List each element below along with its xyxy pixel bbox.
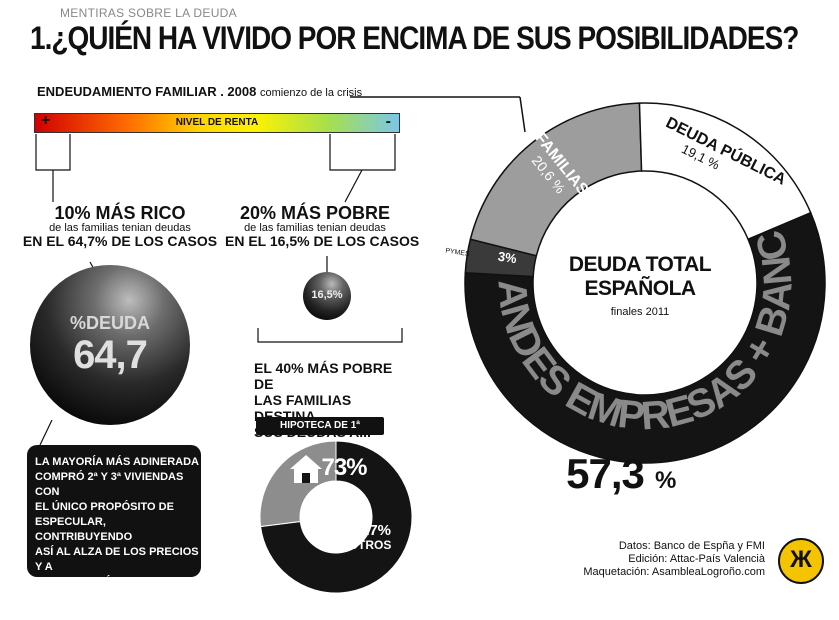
mortgage-donut-chart: 73% 27%OTROS (259, 440, 413, 594)
family-debt-subtitle: comienzo de la crisis (259, 87, 363, 99)
bar-plus-sign: + (41, 112, 51, 129)
poor-ball-value: 16,5% (311, 289, 343, 301)
richest-sub: de las familias tenian deudas (49, 222, 191, 234)
poorest-tail: EN EL 16,5% DE LOS CASOS (225, 233, 420, 249)
slice-others (259, 440, 337, 528)
family-debt-title: ENDEUDAMIENTO FAMILIAR . 2008 (37, 84, 257, 99)
label-smes-value: 3% (497, 249, 518, 267)
slice-public-debt (638, 102, 812, 241)
poorest-group: 20% MÁS POBRE de las familias tenian deu… (225, 203, 420, 249)
poorest-sub: de las familias tenian deudas (244, 222, 386, 234)
others-value: 27% (361, 522, 391, 539)
richest-tail: EN EL 64,7% DE LOS CASOS (22, 233, 218, 249)
speculation-note-text: LA MAYORÍA MÁS ADINERADA COMPRÓ 2ª Y 3ª … (35, 456, 199, 618)
page-title: 1.¿QUIÉN HA VIVIDO POR ENCIMA DE SUS POS… (30, 20, 799, 56)
donut-title-line2: ESPAÑOLA (584, 277, 695, 300)
credits: Datos: Banco de Espña y FMI Edición: Att… (560, 540, 765, 579)
rich-ball-label: %DEUDA (69, 313, 150, 333)
speculation-note: LA MAYORÍA MÁS ADINERADA COMPRÓ 2ª Y 3ª … (27, 445, 201, 618)
big-companies-unit: % (655, 467, 676, 494)
mortgage-badge: HIPOTECA DE 1ª VIVIENDA (256, 417, 384, 449)
richest-head: 10% MÁS RICO (54, 203, 186, 223)
poor-debt-ball: 16,5% (303, 272, 351, 320)
mortgage-value: 73% (321, 454, 367, 481)
rich-debt-ball: %DEUDA 64,7 (30, 265, 190, 425)
assembly-logo-icon: Ж (778, 538, 824, 584)
house-icon (290, 455, 322, 483)
richest-group: 10% MÁS RICO de las familias tenian deud… (20, 204, 220, 249)
bar-label: NIVEL DE RENTA (175, 117, 259, 128)
others-label: OTROS (349, 538, 392, 552)
credits-layout: Maquetación: AsambleaLogroño.com (583, 566, 765, 578)
credits-edition: Edición: Attac-País Valencià (628, 553, 765, 565)
label-smes-name: PYMES (445, 248, 471, 259)
kicker: MENTIRAS SOBRE LA DEUDA (60, 6, 237, 20)
donut-title: DEUDA TOTAL (569, 253, 712, 276)
poorest-head: 20% MÁS POBRE (239, 203, 391, 223)
credits-data: Datos: Banco de Espña y FMI (618, 540, 765, 552)
bar-minus-sign: - (385, 113, 391, 130)
donut-subtitle: finales 2011 (611, 306, 670, 318)
income-level-bar: + NIVEL DE RENTA - (34, 112, 400, 133)
total-debt-donut-chart: GRANDES EMPRESAS + BANCOS3%PYMESFAMILIAS… (445, 63, 826, 497)
slice-first-home-mortgage (260, 440, 413, 594)
rich-ball-value: 64,7 (73, 333, 148, 377)
family-debt-heading: ENDEUDAMIENTO FAMILIAR . 2008 comienzo d… (37, 84, 362, 99)
big-companies-value: 57,3 (566, 450, 644, 497)
slice-big-companies-banks (464, 211, 826, 464)
